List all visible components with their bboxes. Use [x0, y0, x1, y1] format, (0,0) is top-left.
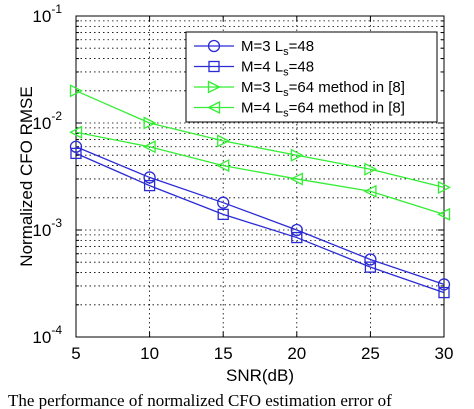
data-point	[69, 84, 83, 98]
y-tick-exponent: -4	[51, 323, 62, 337]
x-tick-label: 5	[71, 344, 80, 363]
data-point	[437, 207, 451, 221]
legend: M=3 Ls=48M=4 Ls=48M=3 Ls=64 method in [8…	[185, 31, 438, 123]
legend-label-subscript: s	[283, 46, 289, 58]
data-point	[290, 148, 304, 162]
legend-label-part: M=3 L	[241, 79, 283, 96]
data-point	[289, 172, 303, 186]
legend-label: M=4 Ls=64 method in [8]	[241, 100, 405, 120]
y-tick-exponent: -1	[51, 2, 62, 16]
legend-label-part: M=3 L	[241, 38, 283, 55]
legend-entry: M=3 Ls=64 method in [8]	[194, 79, 405, 99]
data-point	[143, 116, 157, 130]
data-point	[69, 140, 83, 153]
legend-entry: M=4 Ls=64 method in [8]	[194, 100, 405, 120]
y-tick-label: 10-3	[32, 216, 62, 240]
x-tick-label: 30	[435, 344, 454, 363]
legend-entry: M=3 Ls=48	[194, 38, 314, 58]
legend-label-part: =48	[289, 59, 314, 76]
y-tick-label: 10-4	[32, 323, 62, 347]
data-point	[70, 147, 82, 160]
legend-label-subscript: s	[283, 87, 289, 99]
legend-label: M=3 Ls=48	[241, 38, 314, 58]
legend-label-part: M=4 L	[241, 100, 283, 117]
legend-label-subscript: s	[283, 67, 289, 79]
y-tick-label: 10-1	[32, 2, 62, 26]
legend-entry: M=4 Ls=48	[194, 59, 314, 79]
legend-label: M=4 Ls=48	[241, 59, 314, 79]
series-layer	[69, 84, 451, 299]
data-point	[143, 179, 156, 192]
legend-marker	[207, 39, 221, 53]
y-tick-exponent: -2	[51, 109, 62, 123]
data-point	[291, 231, 303, 244]
data-point	[364, 261, 377, 273]
data-point	[364, 162, 378, 176]
data-point	[437, 180, 451, 194]
series-3	[69, 84, 451, 194]
x-tick-label: 25	[361, 344, 380, 363]
figure-caption: The performance of normalized CFO estima…	[8, 391, 392, 409]
series-line	[75, 90, 445, 189]
y-tick-exponent: -3	[51, 216, 62, 230]
series-line	[75, 131, 445, 215]
x-tick-label: 10	[140, 344, 159, 363]
legend-label-part: =64 method in [8]	[289, 100, 405, 117]
legend-label: M=3 Ls=64 method in [8]	[241, 79, 405, 99]
data-point	[69, 125, 83, 139]
legend-marker	[208, 60, 220, 73]
x-axis-label: SNR(dB)	[226, 366, 294, 385]
legend-label-part: =64 method in [8]	[289, 79, 405, 96]
y-tick-label: 10-2	[32, 109, 62, 133]
series-1	[69, 140, 451, 291]
data-point	[217, 208, 229, 221]
data-point	[290, 223, 303, 237]
series-2	[70, 147, 450, 299]
data-point	[363, 184, 377, 198]
data-point	[217, 196, 230, 209]
series-4	[69, 125, 451, 221]
series-line	[75, 146, 445, 286]
legend-marker	[207, 80, 221, 94]
data-point	[143, 171, 156, 184]
legend-label-part: M=4 L	[241, 59, 283, 76]
x-tick-label: 20	[287, 344, 306, 363]
data-point	[216, 159, 230, 173]
data-point	[437, 278, 451, 291]
x-tick-label: 15	[214, 344, 233, 363]
series-line	[75, 152, 445, 294]
legend-label-subscript: s	[283, 108, 289, 120]
legend-label-part: =48	[289, 38, 314, 55]
data-point	[217, 134, 231, 148]
y-axis-label: Normalized CFO RMSE	[17, 86, 36, 266]
data-point	[142, 140, 156, 154]
data-point	[364, 253, 377, 266]
plot-frame	[75, 15, 445, 338]
data-point	[438, 286, 450, 299]
legend-marker	[207, 100, 221, 115]
